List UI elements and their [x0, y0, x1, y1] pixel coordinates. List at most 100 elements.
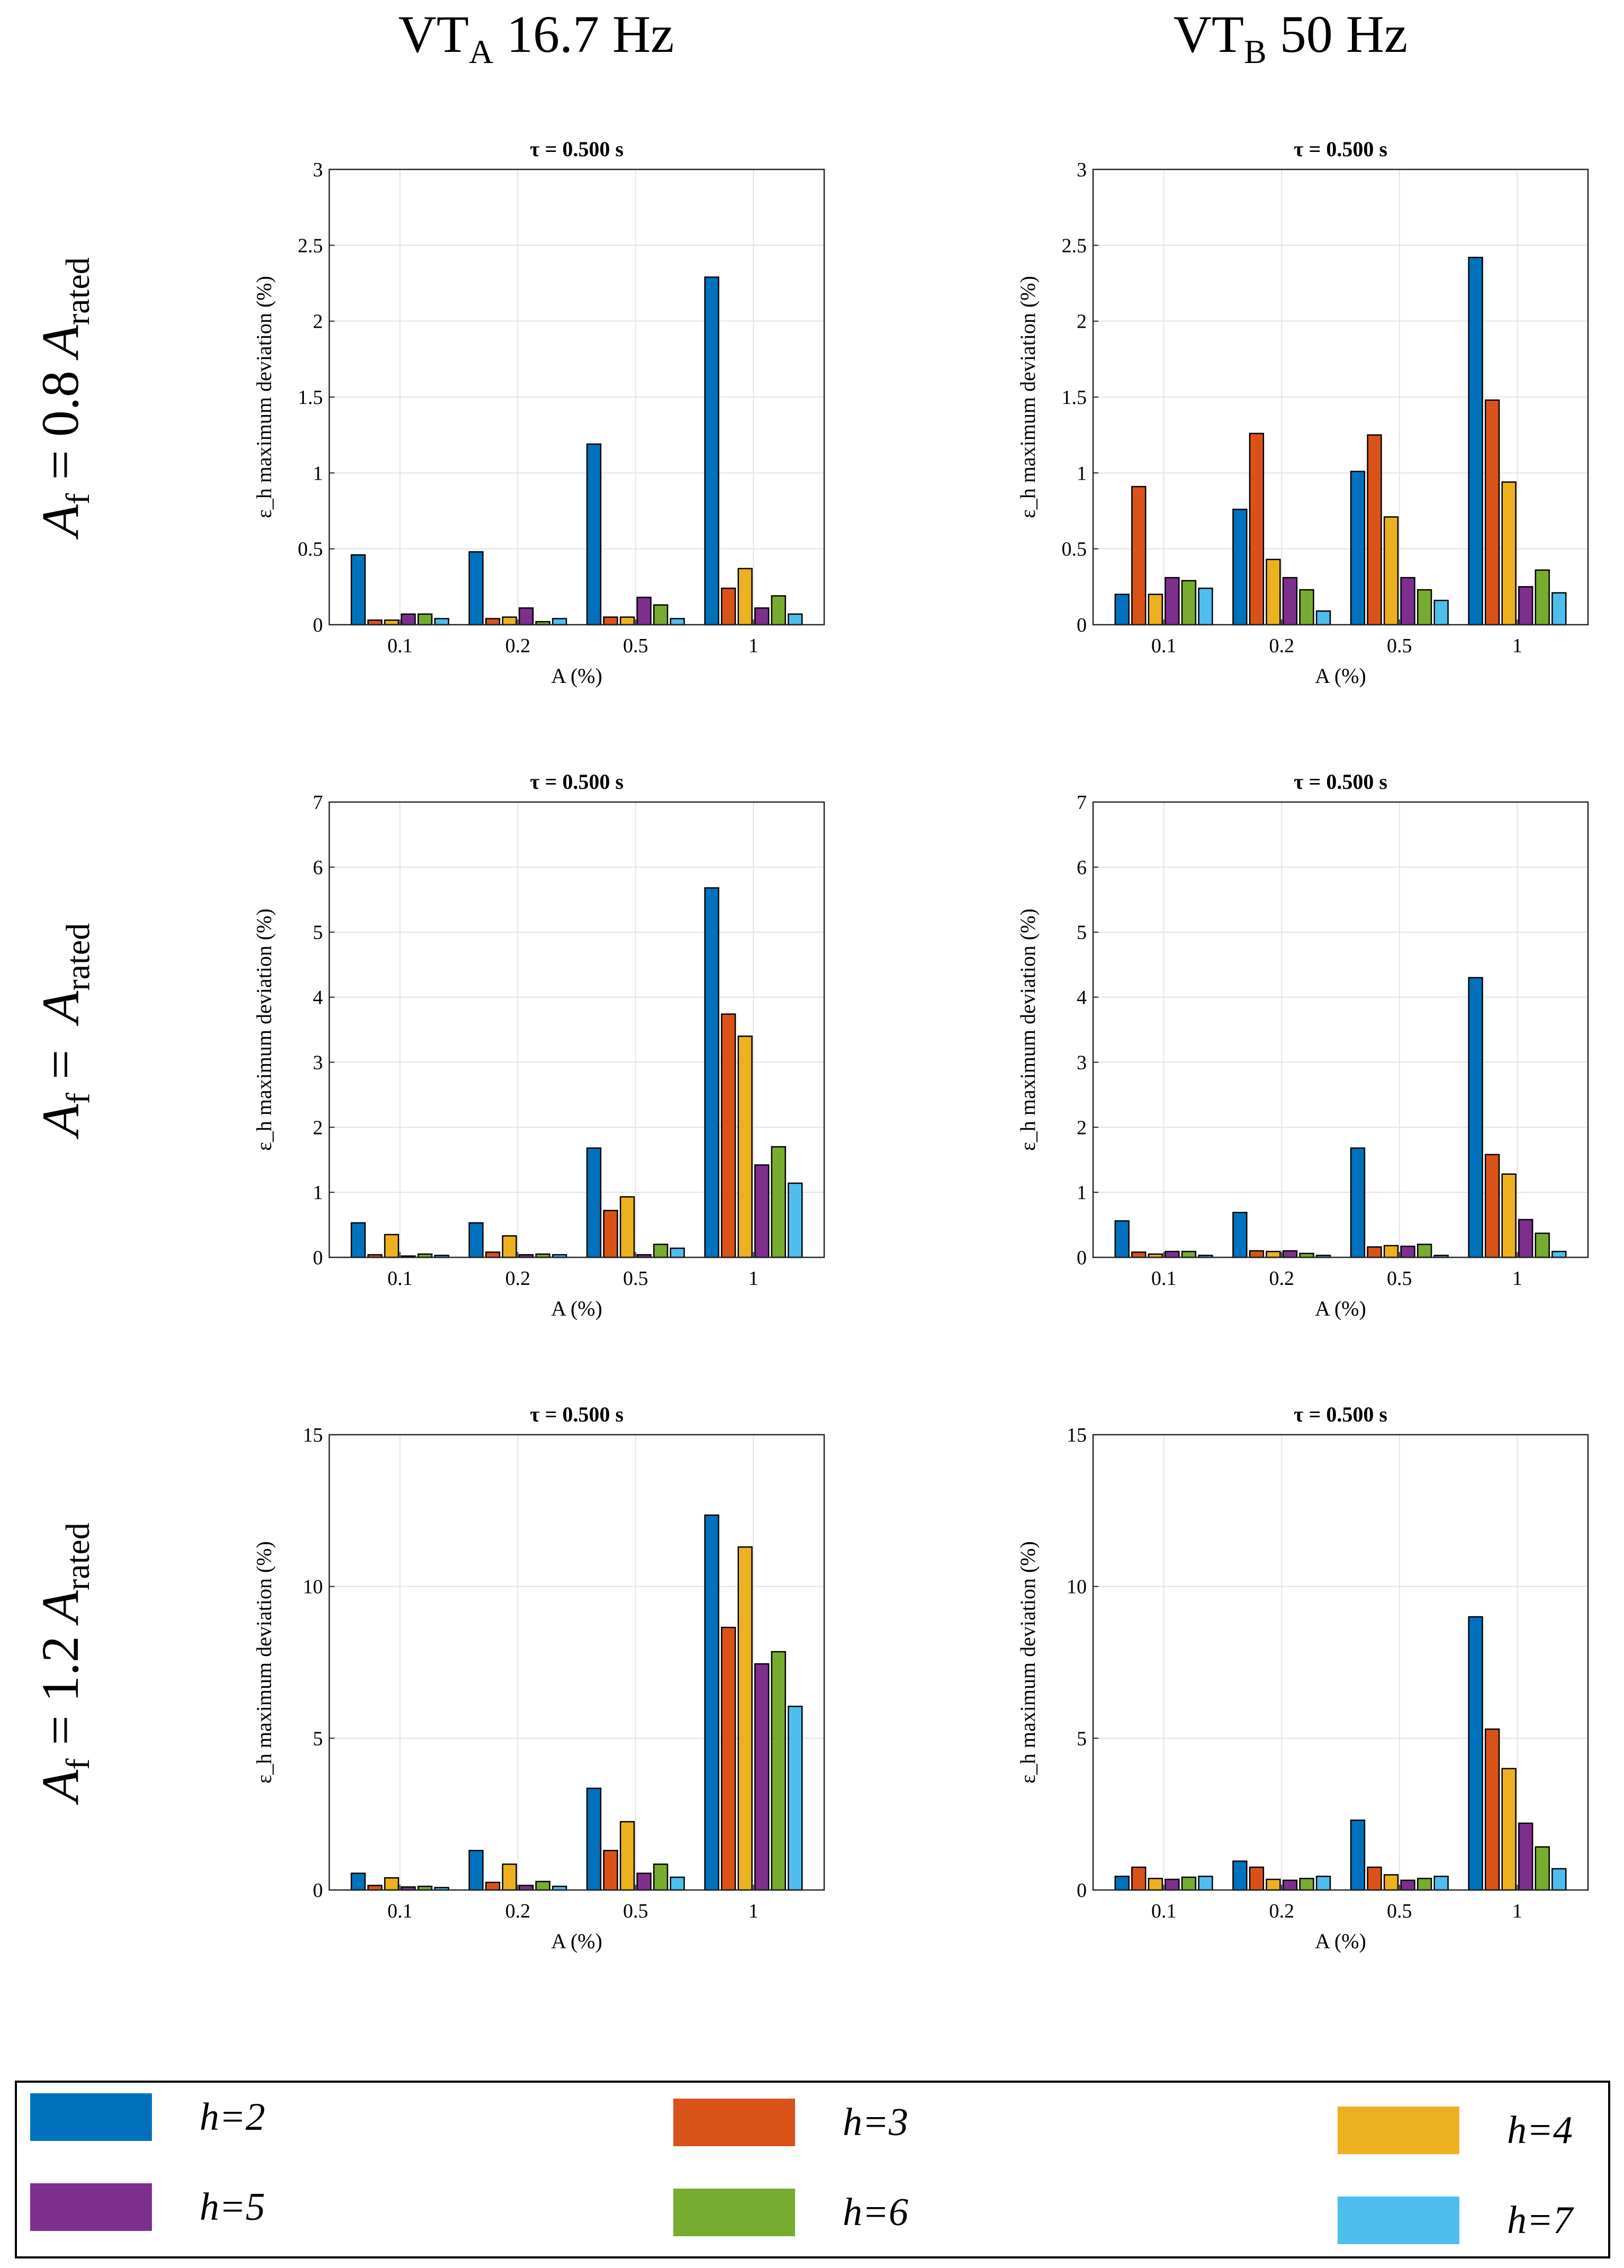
legend-item-h7: h=7 — [1338, 2197, 1573, 2244]
bar-h6-a0_2 — [1299, 1877, 1314, 1891]
y-tick-label: 10 — [1067, 1576, 1087, 1598]
y-tick-label: 3 — [1077, 159, 1087, 181]
legend-item-h6: h=6 — [673, 2189, 908, 2236]
bar-h5-a0_5 — [636, 597, 652, 626]
y-tick-label: 15 — [303, 1424, 323, 1446]
y-tick-label: 5 — [313, 1727, 323, 1750]
bar-h2-a1 — [704, 1514, 719, 1891]
bar-h3-a1 — [1484, 1154, 1500, 1258]
bar-h2-a1 — [1468, 257, 1483, 626]
chart-title: τ = 0.500 s — [530, 137, 624, 161]
y-tick-label: 2.5 — [1062, 235, 1087, 257]
bar-h6-a1 — [771, 1651, 786, 1891]
bar-h3-a0_1 — [1131, 485, 1147, 626]
legend-label-h5: h=5 — [200, 2185, 265, 2229]
bar-h3-a0_2 — [1249, 1866, 1265, 1891]
y-tick-label: 3 — [313, 1051, 323, 1074]
bar-h3-a0_1 — [1131, 1251, 1147, 1258]
chart-vta-0-8: τ = 0.500 s 0 0.5 1 1.5 2 2.5 3 0.1 0.2 0.5 1 A (%) ε… — [252, 137, 825, 688]
bar-h4-a0_1 — [1148, 593, 1163, 626]
x-tick-label: 0.5 — [1387, 1267, 1412, 1290]
chart-vta-1-2: τ = 0.500 s 0 5 10 15 0.1 0.2 0.5 1 A (%) ε_h maxi… — [252, 1402, 825, 1953]
bar-h3-a0_5 — [603, 1210, 618, 1258]
x-tick-label: 0.5 — [623, 1900, 648, 1922]
x-tick-label: 0.2 — [505, 1267, 530, 1290]
bar-h2-a1 — [1468, 977, 1483, 1258]
x-axis-label: A (%) — [551, 1929, 602, 1953]
bar-h4-a1 — [1501, 1768, 1517, 1891]
axes-frame — [328, 801, 825, 1258]
bar-h7-a1 — [1551, 1868, 1567, 1891]
bar-h2-a1 — [704, 276, 719, 626]
bar-h6-a0_1 — [1181, 1876, 1197, 1891]
bar-h3-a0_1 — [367, 619, 383, 626]
bar-h5-a0_5 — [1400, 577, 1415, 626]
y-tick-label: 2 — [1077, 1117, 1087, 1139]
y-tick-label: 5 — [1077, 922, 1087, 944]
bar-h5-a0_5 — [1400, 1245, 1415, 1258]
bar-h5-a0_2 — [518, 1885, 534, 1891]
bar-h4-a0_1 — [384, 1877, 399, 1891]
bar-h7-a0_1 — [1198, 1875, 1213, 1891]
legend-label-h2: h=2 — [200, 2095, 265, 2139]
axes-frame — [328, 168, 825, 626]
x-tick-label: 0.2 — [1269, 1900, 1294, 1922]
y-tick-label: 0 — [313, 1879, 323, 1902]
y-tick-label: 0 — [1077, 1879, 1087, 1902]
y-tick-label: 7 — [1077, 791, 1087, 814]
x-tick-label: 0.5 — [623, 1267, 648, 1290]
bar-h2-a0_5 — [1350, 471, 1366, 626]
bar-h2-a0_5 — [1350, 1147, 1366, 1258]
y-tick-label: 3 — [1077, 1051, 1087, 1074]
bar-h6-a0_5 — [1417, 589, 1432, 626]
bar-h2-a0_5 — [586, 443, 602, 626]
x-tick-label: 0.2 — [505, 635, 530, 657]
chart-vtb-1-2: τ = 0.500 s 0 5 10 15 0.1 0.2 0.5 1 A (%) ε_h maxi… — [1016, 1402, 1589, 1953]
x-tick-label: 1 — [1512, 635, 1522, 657]
x-tick-label: 0.1 — [1151, 635, 1177, 657]
y-tick-label: 1 — [1077, 1182, 1087, 1204]
bar-h6-a0_5 — [653, 1864, 669, 1891]
bar-h3-a0_5 — [1367, 1246, 1382, 1258]
row-header-0-8: Af = 0.8 Arated — [31, 257, 96, 537]
bar-h7-a0_1 — [434, 618, 449, 626]
bar-h3-a1 — [1484, 399, 1500, 626]
axes-frame — [1092, 1434, 1589, 1891]
bar-h7-a0_2 — [552, 618, 567, 626]
bar-h6-a0_5 — [1417, 1877, 1432, 1891]
bar-h7-a1 — [788, 1705, 803, 1891]
y-tick-label: 4 — [1077, 987, 1087, 1009]
bar-h2-a0_1 — [350, 1222, 366, 1258]
bar-h5-a1 — [1518, 1219, 1533, 1258]
legend-label-h6: h=6 — [843, 2190, 908, 2234]
bar-h7-a0_1 — [1198, 587, 1213, 626]
legend-swatch-h2 — [30, 2093, 152, 2141]
bar-h7-a0_2 — [1315, 1875, 1331, 1891]
x-tick-label: 0.1 — [387, 1267, 413, 1290]
legend-label-h4: h=4 — [1507, 2108, 1573, 2152]
y-axis-label: ε_h maximum deviation (%) — [1016, 276, 1040, 518]
legend-swatch-h5 — [30, 2183, 152, 2231]
bar-h5-a0_2 — [1282, 577, 1298, 626]
x-axis-label: A (%) — [1315, 664, 1366, 688]
y-tick-label: 1.5 — [298, 386, 323, 409]
y-tick-label: 0 — [1077, 1247, 1087, 1269]
y-tick-label: 2 — [313, 311, 323, 333]
y-tick-label: 4 — [313, 987, 323, 1009]
bar-h2-a0_2 — [1232, 508, 1248, 626]
bar-h3-a0_5 — [603, 1850, 618, 1891]
bar-h5-a0_1 — [1165, 1878, 1180, 1891]
chart-title: τ = 0.500 s — [1294, 770, 1387, 794]
bar-h7-a0_5 — [1433, 1875, 1449, 1891]
bar-h2-a0_5 — [1350, 1819, 1366, 1891]
legend-label-h3: h=3 — [843, 2100, 908, 2144]
y-tick-label: 0 — [313, 614, 323, 636]
bar-h4-a0_5 — [619, 1196, 635, 1258]
y-tick-label: 10 — [303, 1576, 323, 1598]
legend: h=2 h=3 h=4 h=5 h=6 h=7 — [15, 2081, 1610, 2258]
bar-h5-a0_2 — [1282, 1250, 1298, 1258]
y-tick-label: 0.5 — [298, 538, 323, 561]
bar-h5-a1 — [754, 1164, 770, 1258]
y-tick-label: 1 — [313, 1182, 323, 1204]
y-tick-label: 2 — [313, 1117, 323, 1139]
